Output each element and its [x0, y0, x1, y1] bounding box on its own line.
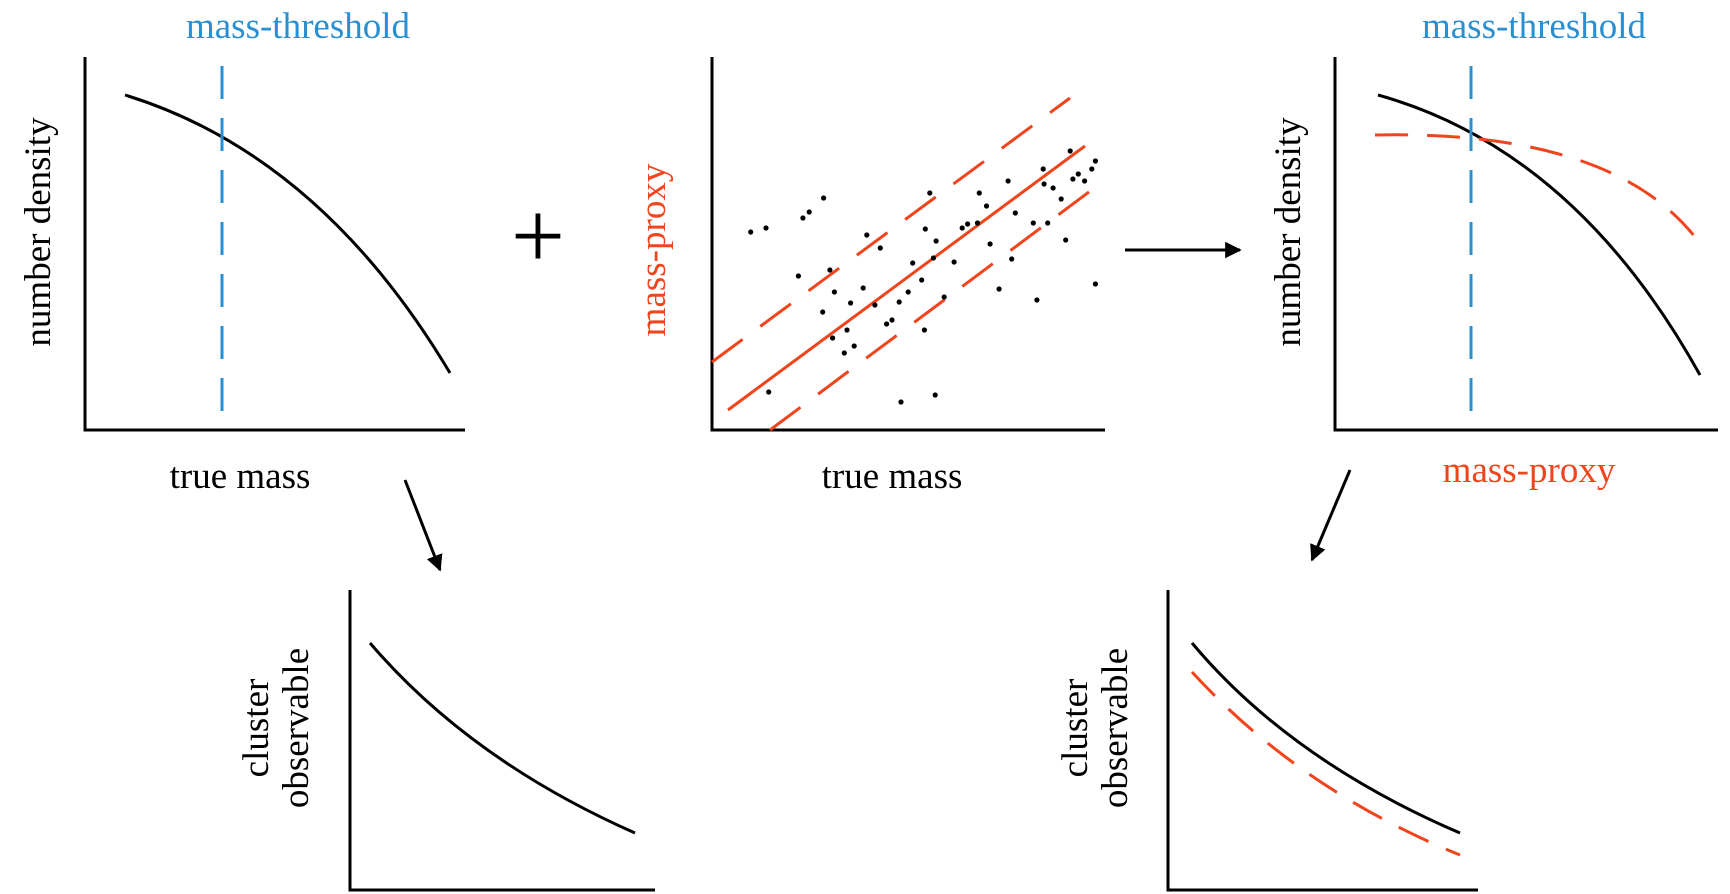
- panel4-y-axis-label-line1: cluster: [236, 679, 277, 778]
- panel5-biased-observable-curve: [1190, 670, 1461, 857]
- scatter-point: [889, 317, 895, 323]
- scatter-point: [921, 327, 928, 333]
- scatter-point: [974, 220, 981, 226]
- scatter-point: [1030, 220, 1036, 226]
- scatter-point: [1012, 210, 1018, 216]
- scatter-point: [1082, 178, 1088, 184]
- panel-true-mass-function: mass-threshold number density true mass: [18, 6, 465, 497]
- panel2-mean-relation-line: [727, 144, 1086, 412]
- scatter-point: [872, 302, 878, 308]
- panel2-x-axis-label: true mass: [822, 456, 963, 497]
- panel2-scatter-points: [748, 148, 1098, 405]
- scatter-point: [820, 309, 826, 315]
- arrow-down-left-icon: [1310, 469, 1352, 562]
- scatter-point: [959, 225, 965, 231]
- scatter-point: [1092, 281, 1098, 287]
- scatter-point: [905, 289, 911, 295]
- plus-sign: +: [511, 182, 565, 289]
- scatter-point: [1009, 256, 1015, 262]
- arrow-down-right-icon: [403, 479, 443, 572]
- scatter-point: [930, 255, 937, 261]
- scatter-point: [896, 299, 902, 305]
- scatter-point: [763, 225, 769, 231]
- scatter-point: [983, 203, 990, 209]
- scatter-point: [827, 267, 833, 273]
- panel2-upper-scatter-line: [711, 96, 1071, 364]
- scatter-point: [830, 335, 836, 341]
- scatter-point: [831, 289, 838, 295]
- scatter-point: [1005, 178, 1011, 184]
- scatter-point: [927, 190, 933, 196]
- scatter-point: [1070, 176, 1076, 182]
- panel1-threshold-label: mass-threshold: [186, 6, 411, 47]
- scatter-point: [795, 273, 802, 279]
- scatter-point: [1045, 220, 1051, 226]
- scatter-point: [800, 215, 806, 221]
- scatter-point: [766, 389, 772, 395]
- panel1-axes: [83, 57, 465, 432]
- scatter-point: [860, 285, 866, 291]
- panel-observed-mass-function: mass-threshold number density mass-proxy: [1268, 6, 1718, 491]
- scatter-point: [1075, 171, 1081, 177]
- scatter-point: [965, 221, 971, 227]
- scatter-point: [933, 238, 939, 244]
- panel-observable-observed: cluster observable: [1055, 590, 1478, 892]
- panel3-y-axis-label: number density: [1268, 117, 1309, 347]
- scatter-point: [1040, 166, 1046, 172]
- scatter-point: [848, 300, 854, 306]
- panel5-true-observable-curve: [1190, 642, 1461, 835]
- panel5-axes: [1166, 590, 1478, 892]
- panel3-threshold-label: mass-threshold: [1422, 6, 1647, 47]
- panel5-y-axis-label-line2: observable: [1095, 648, 1136, 808]
- scatter-point: [877, 245, 883, 251]
- scatter-point: [1063, 237, 1069, 243]
- panel2-lower-scatter-line: [769, 178, 1106, 432]
- panel1-mass-function-curve: [124, 93, 452, 374]
- scatter-point: [1034, 297, 1040, 303]
- panel4-y-axis-label-line2: observable: [276, 648, 317, 808]
- scatter-point: [1089, 166, 1095, 172]
- scatter-point: [932, 392, 938, 398]
- scatter-point: [1050, 185, 1056, 191]
- panel2-axes: [710, 57, 1105, 432]
- panel5-y-axis-label-line1: cluster: [1055, 679, 1096, 778]
- panel-observable-true: cluster observable: [236, 590, 655, 892]
- panel1-y-axis-label: number density: [18, 117, 59, 347]
- scatter-point: [844, 327, 850, 333]
- scatter-point: [841, 350, 847, 356]
- scatter-point: [996, 286, 1002, 292]
- scatter-point: [910, 260, 916, 266]
- scatter-point: [976, 190, 982, 196]
- scatter-point: [864, 232, 870, 238]
- panel3-axes: [1333, 57, 1718, 432]
- scatter-point: [884, 321, 890, 327]
- panel4-observable-curve: [368, 642, 636, 835]
- scatter-point: [748, 229, 754, 235]
- panel3-observed-mass-function-curve: [1374, 133, 1697, 238]
- scatter-point: [919, 277, 925, 283]
- panel-scaling-relation: mass-proxy true mass: [633, 57, 1106, 497]
- scatter-point: [987, 241, 993, 247]
- scatter-point: [941, 294, 947, 300]
- panel1-x-axis-label: true mass: [170, 456, 311, 497]
- scatter-point: [806, 209, 812, 215]
- panel3-true-mass-function-curve: [1377, 93, 1702, 376]
- scatter-point: [1058, 196, 1064, 202]
- scatter-point: [1092, 158, 1098, 164]
- panel3-x-axis-label: mass-proxy: [1443, 450, 1616, 491]
- scatter-point: [821, 195, 827, 201]
- scatter-point: [1041, 181, 1047, 187]
- panel4-axes: [348, 590, 655, 892]
- scatter-point: [898, 399, 904, 405]
- scatter-point: [951, 259, 957, 265]
- scatter-point: [922, 226, 928, 232]
- scatter-point: [1067, 148, 1073, 154]
- scatter-point: [851, 343, 857, 349]
- panel2-y-axis-label: mass-proxy: [633, 163, 674, 336]
